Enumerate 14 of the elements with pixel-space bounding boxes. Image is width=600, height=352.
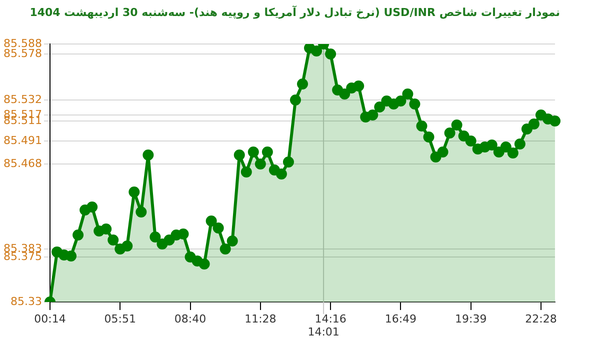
- x-tick-label: 22:28: [525, 312, 557, 326]
- x-tick-label: 14:01: [308, 326, 340, 339]
- x-tick-label: 05:51: [104, 312, 136, 326]
- y-tick-label: 85.491: [4, 134, 42, 147]
- y-tick-label: 85.532: [4, 92, 42, 106]
- x-tick-label: 08:40: [174, 312, 206, 326]
- y-tick-label: 85.33: [10, 294, 42, 308]
- x-tick-label: 14:16: [314, 312, 346, 326]
- x-tick-label: 00:14: [34, 312, 66, 326]
- x-tick-label: 19:39: [454, 312, 487, 326]
- x-tick-label: 11:28: [244, 312, 276, 326]
- y-tick-label: 85.468: [4, 156, 42, 170]
- chart-title: نمودار تغییرات شاخص USD/INR (نرخ تبادل دلار آمریکا و روپیه هند)- سه‌شنبه 30 اردیبهشت 1404: [30, 6, 560, 19]
- x-tick-label: 16:49: [384, 312, 417, 326]
